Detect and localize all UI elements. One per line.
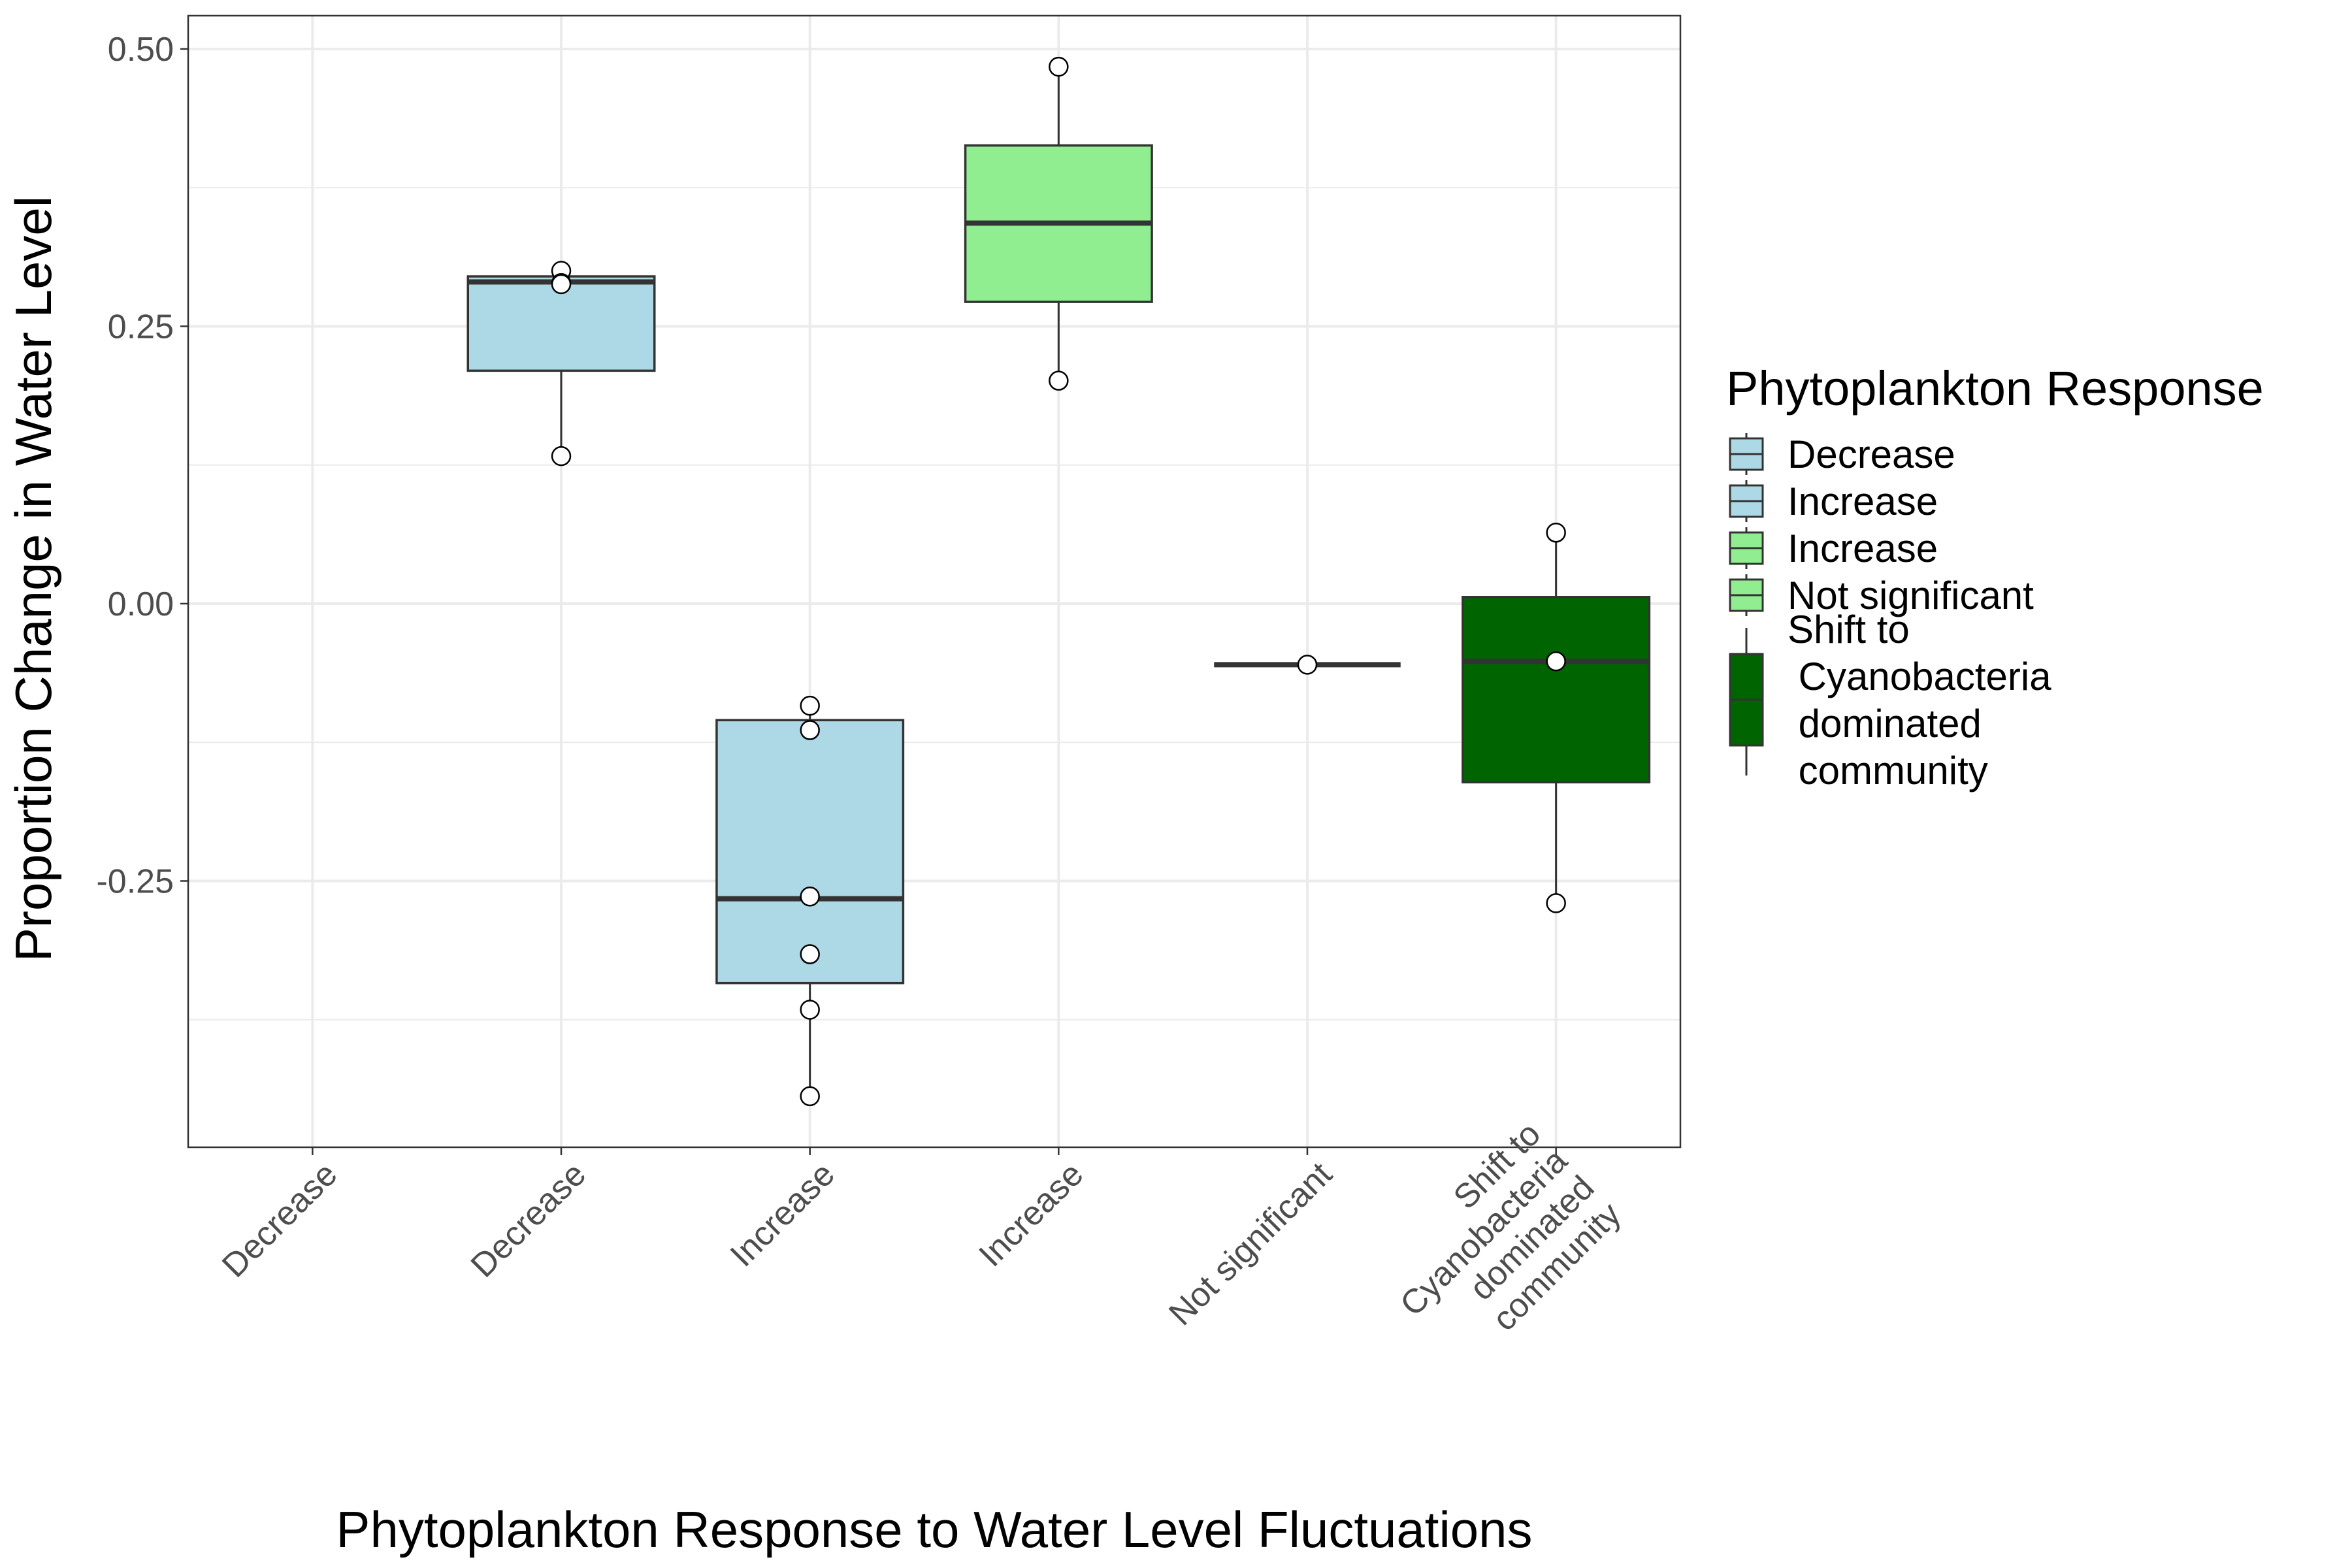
box-body [1462, 596, 1651, 784]
y-tick-label: 0.25 [108, 308, 174, 346]
data-points [551, 56, 1566, 1107]
box-3 [964, 67, 1153, 381]
legend-entry: Decrease [1729, 433, 1955, 476]
y-axis: 0.50 0.25 0.00 -0.25 [96, 31, 188, 900]
data-point [1049, 370, 1069, 391]
data-point [800, 1000, 820, 1020]
data-point [1049, 56, 1069, 77]
y-tick-label: 0.50 [108, 31, 174, 69]
legend-entry: Not significant [1729, 574, 2034, 617]
box-2 [715, 706, 905, 1096]
legend-label: Shift to Cyanobacteria dominated communi… [1788, 608, 2051, 792]
boxplots [466, 67, 1651, 1096]
data-point [800, 886, 820, 907]
legend-label: Decrease [1788, 433, 1955, 476]
data-point [800, 720, 820, 740]
data-point [551, 446, 572, 466]
y-tick-label: -0.25 [96, 862, 174, 900]
y-axis-title: Proportion Change in Water Level [5, 196, 62, 962]
legend-entry: Shift to Cyanobacteria dominated communi… [1729, 608, 2051, 792]
data-point [800, 944, 820, 964]
data-point [1546, 651, 1566, 672]
legend-entry: Increase [1729, 527, 1938, 570]
legend-title: Phytoplankton Response [1726, 361, 2264, 416]
data-point [800, 695, 820, 716]
legend-label: Increase [1788, 480, 1938, 523]
legend: Phytoplankton Response DecreaseIncreaseI… [1726, 361, 2264, 792]
legend-entry: Increase [1729, 480, 1938, 523]
data-point [1546, 523, 1566, 543]
x-axis-title: Phytoplankton Response to Water Level Fl… [336, 1501, 1532, 1558]
box-body [715, 719, 905, 985]
data-point [551, 274, 572, 295]
data-point [1297, 655, 1318, 675]
data-point [1546, 893, 1566, 913]
legend-label: Not significant [1788, 574, 2034, 617]
legend-label: Increase [1788, 527, 1938, 570]
y-tick-label: 0.00 [108, 585, 174, 623]
box-5 [1462, 532, 1651, 904]
panel-border [187, 14, 1682, 1149]
data-point [800, 1086, 820, 1107]
